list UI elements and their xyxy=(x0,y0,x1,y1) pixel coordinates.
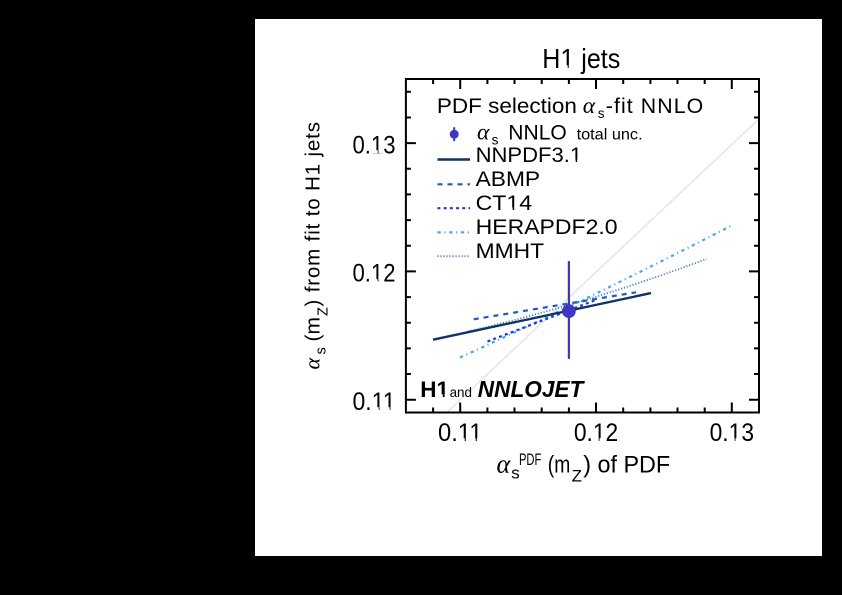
svg-text:) from fit to H1 jets: ) from fit to H1 jets xyxy=(302,122,325,307)
svg-text:0.12: 0.12 xyxy=(574,419,618,447)
svg-text:s: s xyxy=(314,347,330,354)
svg-text:(m: (m xyxy=(302,317,325,342)
svg-text:Z: Z xyxy=(316,307,332,316)
svg-text:0.11: 0.11 xyxy=(353,388,396,416)
svg-text:total unc.: total unc. xyxy=(577,127,643,144)
svg-text:α: α xyxy=(583,93,596,119)
svg-text:CT14: CT14 xyxy=(476,192,533,215)
svg-text:0.13: 0.13 xyxy=(710,419,754,447)
svg-text:) of PDF: ) of PDF xyxy=(583,452,670,479)
svg-text:Z: Z xyxy=(572,467,582,486)
svg-text:0.13: 0.13 xyxy=(353,131,396,159)
svg-text:H1 jets: H1 jets xyxy=(542,43,620,74)
svg-text:NNLO: NNLO xyxy=(508,121,567,145)
svg-text:ABMP: ABMP xyxy=(476,168,540,191)
svg-text:NNLOJET: NNLOJET xyxy=(478,376,585,402)
svg-text:H1: H1 xyxy=(420,377,449,402)
svg-text:s: s xyxy=(492,133,499,148)
svg-text:MMHT: MMHT xyxy=(476,240,545,263)
svg-text:NNPDF3.1: NNPDF3.1 xyxy=(476,144,582,167)
svg-text:HERAPDF2.0: HERAPDF2.0 xyxy=(476,216,618,239)
svg-text:s: s xyxy=(511,464,520,483)
svg-text:α: α xyxy=(497,450,512,479)
svg-text:s: s xyxy=(598,106,605,121)
svg-text:(m: (m xyxy=(548,452,571,479)
svg-text:0.12: 0.12 xyxy=(353,260,396,288)
svg-text:α: α xyxy=(477,120,490,146)
svg-text:and: and xyxy=(450,385,472,400)
svg-text:α: α xyxy=(300,358,325,370)
svg-text:-fit NNLO: -fit NNLO xyxy=(606,94,703,118)
svg-text:0.11: 0.11 xyxy=(438,419,482,447)
svg-text:PDF selection: PDF selection xyxy=(437,95,577,118)
svg-text:PDF: PDF xyxy=(519,450,541,469)
